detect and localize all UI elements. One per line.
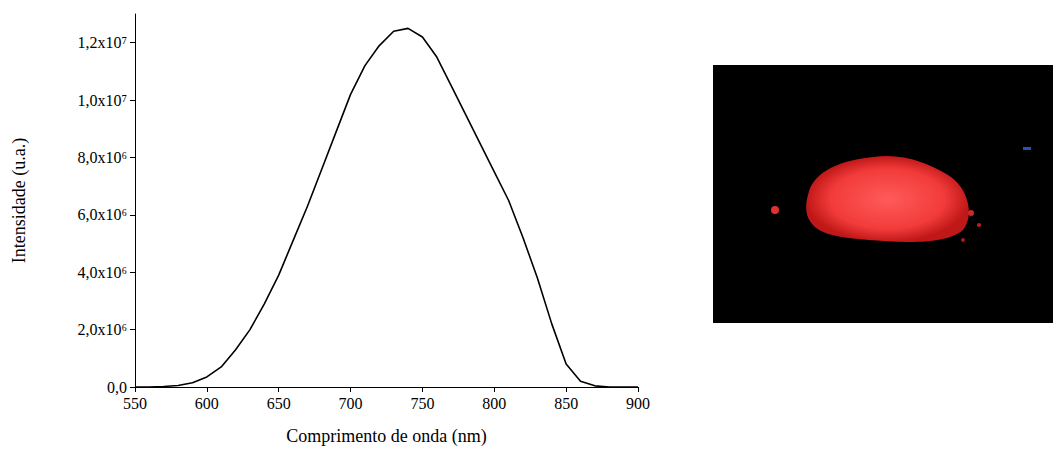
svg-text:Comprimento de onda (nm): Comprimento de onda (nm) <box>286 426 486 447</box>
svg-text:1,0x10⁷: 1,0x10⁷ <box>77 92 127 109</box>
svg-text:6,0x10⁶: 6,0x10⁶ <box>77 206 127 223</box>
svg-text:550: 550 <box>123 395 147 412</box>
svg-text:650: 650 <box>267 395 291 412</box>
svg-text:600: 600 <box>195 395 219 412</box>
svg-text:900: 900 <box>626 395 650 412</box>
svg-text:750: 750 <box>410 395 434 412</box>
svg-text:800: 800 <box>482 395 506 412</box>
svg-text:700: 700 <box>339 395 363 412</box>
svg-text:8,0x10⁶: 8,0x10⁶ <box>77 149 127 166</box>
svg-text:1,2x10⁷: 1,2x10⁷ <box>77 34 127 51</box>
svg-text:4,0x10⁶: 4,0x10⁶ <box>77 264 127 281</box>
svg-text:Intensidade (u.a.): Intensidade (u.a.) <box>9 138 30 263</box>
svg-text:850: 850 <box>554 395 578 412</box>
svg-text:2,0x10⁶: 2,0x10⁶ <box>77 321 127 338</box>
svg-text:0,0: 0,0 <box>107 379 127 396</box>
